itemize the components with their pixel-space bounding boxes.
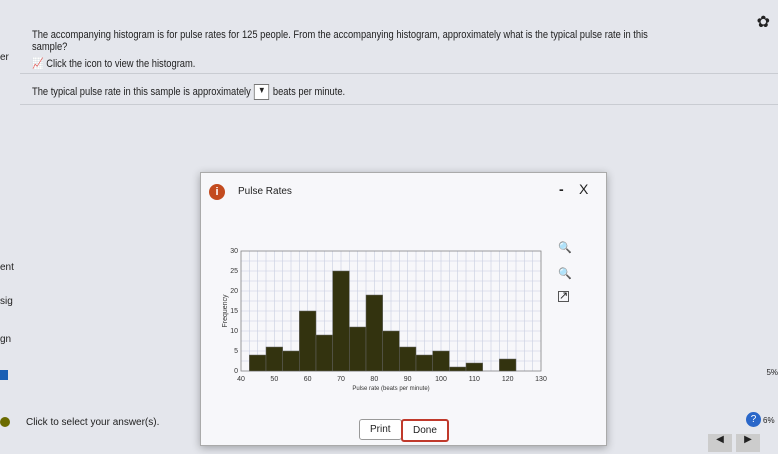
print-button[interactable]: Print xyxy=(359,419,402,440)
histogram-bar xyxy=(432,350,450,372)
histogram-bar xyxy=(382,330,400,372)
divider xyxy=(20,73,778,74)
done-button[interactable]: Done xyxy=(401,419,449,442)
question-text: The accompanying histogram is for pulse … xyxy=(32,29,666,70)
histogram-bar xyxy=(265,346,283,372)
histogram-bar xyxy=(299,310,317,372)
histogram-bar xyxy=(315,334,333,372)
left-fragment: sig xyxy=(0,296,13,307)
help-percent: 6% xyxy=(763,416,775,425)
y-tick-label: 0 xyxy=(234,368,238,375)
y-tick-label: 25 xyxy=(230,268,238,275)
y-tick-label: 5 xyxy=(234,348,238,355)
help-icon[interactable]: ? xyxy=(746,412,761,427)
x-tick-label: 60 xyxy=(304,376,312,383)
x-tick-label: 130 xyxy=(535,376,547,383)
side-percent: 5% xyxy=(766,368,778,377)
x-tick-label: 70 xyxy=(337,376,345,383)
histogram-bar xyxy=(249,354,267,372)
x-tick-label: 100 xyxy=(435,376,447,383)
answer-prefix: The typical pulse rate in this sample is… xyxy=(32,85,251,98)
histogram-bar xyxy=(349,326,367,372)
x-tick-label: 120 xyxy=(502,376,514,383)
zoom-in-icon[interactable]: 🔍 xyxy=(558,242,572,254)
x-tick-label: 110 xyxy=(469,376,480,383)
histogram-chart: 40 50 60 70 80 90 100 110 120 130 0 5 10 15 20 25 30 Puls… xyxy=(222,248,547,392)
answer-dropdown[interactable]: ▼ xyxy=(254,84,270,100)
y-axis-label: Frequency xyxy=(222,294,229,328)
y-tick-label: 10 xyxy=(230,328,238,335)
divider xyxy=(20,104,778,105)
prev-button[interactable]: ◀ xyxy=(708,434,732,452)
x-axis-label: Pulse rate (beats per minute) xyxy=(352,386,429,392)
answer-line: The typical pulse rate in this sample is… xyxy=(32,84,345,100)
y-tick-label: 15 xyxy=(230,308,238,315)
histogram-bar xyxy=(449,366,467,372)
minimize-button[interactable]: - xyxy=(559,181,564,197)
y-tick-label: 20 xyxy=(230,288,238,295)
progress-marker xyxy=(0,370,8,380)
histogram-bar xyxy=(415,354,433,372)
histogram-bar xyxy=(499,358,517,372)
histogram-bar xyxy=(365,294,383,372)
histogram-popup: i Pulse Rates - X 🔍 🔍 ↗ 40 50 60 70 80 90 100 1… xyxy=(200,172,607,446)
histogram-bar xyxy=(465,362,483,372)
popup-title: Pulse Rates xyxy=(238,186,292,197)
x-tick-label: 40 xyxy=(237,376,245,383)
histogram-bar xyxy=(332,270,350,372)
x-tick-label: 90 xyxy=(404,376,412,383)
x-tick-label: 50 xyxy=(270,376,278,383)
icon-hint: Click the icon to view the histogram. xyxy=(46,58,196,70)
external-link-icon[interactable]: ↗ xyxy=(558,290,569,302)
histogram-chart-icon[interactable]: 📈 xyxy=(32,58,44,70)
question-body: The accompanying histogram is for pulse … xyxy=(32,29,648,53)
settings-gear-icon[interactable]: ✿ xyxy=(756,14,770,31)
select-answer-hint: Click to select your answer(s). xyxy=(26,417,160,428)
zoom-out-icon[interactable]: 🔍 xyxy=(558,268,572,280)
left-fragment: er xyxy=(0,52,9,63)
histogram-bar xyxy=(399,346,417,372)
x-tick-label: 80 xyxy=(370,376,378,383)
histogram-bar xyxy=(282,350,300,372)
next-button[interactable]: ▶ xyxy=(736,434,760,452)
close-button[interactable]: X xyxy=(579,181,589,197)
answer-suffix: beats per minute. xyxy=(272,85,346,98)
left-fragment: ent xyxy=(0,262,14,273)
info-icon: i xyxy=(209,184,225,200)
left-fragment: gn xyxy=(0,334,12,345)
answer-bullet-icon xyxy=(0,417,10,427)
y-tick-label: 30 xyxy=(230,248,238,255)
